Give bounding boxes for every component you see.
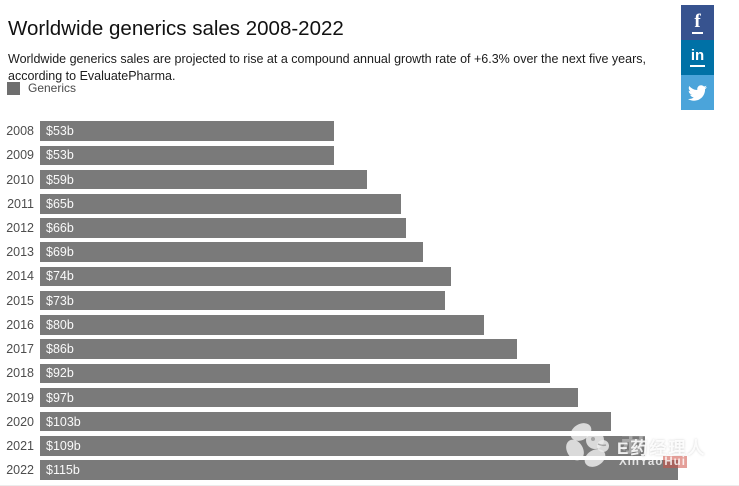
bar: $80b <box>40 315 484 335</box>
year-label: 2016 <box>6 317 34 332</box>
bar-value-label: $74b <box>46 269 74 284</box>
bar: $92b <box>40 363 550 384</box>
bar-value-label: $86b <box>46 342 74 357</box>
bar: $97b <box>40 387 578 408</box>
facebook-icon: f <box>692 10 703 34</box>
bar: $109b <box>40 436 645 456</box>
year-label: 2011 <box>7 196 34 211</box>
year-label: 2019 <box>6 390 34 405</box>
year-label: 2020 <box>6 414 34 429</box>
facebook-share-button[interactable]: f <box>681 5 714 40</box>
bar-value-label: $53b <box>46 148 74 163</box>
bar: $86b <box>40 339 517 359</box>
bar-value-label: $103b <box>46 414 81 429</box>
bar-value-label: $66b <box>46 220 74 235</box>
chart-row: 2015 $73b <box>0 289 739 313</box>
bar-value-label: $97b <box>46 390 74 405</box>
chart-row: 2013 $69b <box>0 240 739 264</box>
bar: $73b <box>40 290 445 311</box>
linkedin-icon: in <box>689 48 706 67</box>
bar: $65b <box>40 194 401 214</box>
bar-value-label: $69b <box>46 245 74 260</box>
chart-row: 2016 $80b <box>0 313 739 337</box>
bar-value-label: $109b <box>46 438 81 453</box>
bar-value-label: $65b <box>46 196 74 211</box>
bar: $115b <box>40 460 678 480</box>
year-label: 2008 <box>6 124 34 139</box>
year-label: 2013 <box>6 245 34 260</box>
chart-row: 2014 $74b <box>0 264 739 288</box>
social-share-column: f in <box>681 5 714 110</box>
bar-value-label: $80b <box>46 317 74 332</box>
bar-value-label: $59b <box>46 172 74 187</box>
page-subtitle: Worldwide generics sales are projected t… <box>8 51 646 84</box>
chart-row: 2022 $115b <box>0 458 739 482</box>
legend-label: Generics <box>28 81 77 95</box>
year-label: 2017 <box>6 342 34 357</box>
bar-value-label: $73b <box>46 293 74 308</box>
bar: $53b <box>40 145 334 166</box>
bar-value-label: $53b <box>46 124 74 139</box>
year-label: 2014 <box>6 269 34 284</box>
bar-value-label: $115b <box>46 463 80 478</box>
year-label: 2018 <box>6 366 34 381</box>
linkedin-share-button[interactable]: in <box>681 40 714 75</box>
bar: $103b <box>40 411 611 432</box>
chart-row: 2009 $53b <box>0 143 739 167</box>
bar: $74b <box>40 266 451 287</box>
year-label: 2010 <box>6 172 34 187</box>
chart-row: 2017 $86b <box>0 337 739 361</box>
chart-row: 2019 $97b <box>0 385 739 409</box>
year-label: 2009 <box>6 148 34 163</box>
bar-value-label: $92b <box>46 366 74 381</box>
chart-legend: Generics <box>7 81 76 95</box>
year-label: 2022 <box>6 463 34 478</box>
year-label: 2012 <box>6 220 34 235</box>
chart-row: 2011 $65b <box>0 192 739 216</box>
bar: $66b <box>40 218 406 238</box>
bar: $53b <box>40 121 334 141</box>
page-title: Worldwide generics sales 2008-2022 <box>8 16 344 40</box>
chart-row: 2020 $103b <box>0 410 739 434</box>
chart-row: 2012 $66b <box>0 216 739 240</box>
year-label: 2015 <box>6 293 34 308</box>
chart-row: 2021 $109b <box>0 434 739 458</box>
chart-row: 2018 $92b <box>0 361 739 385</box>
bar: $69b <box>40 242 423 262</box>
bar-chart: 2008 $53b 2009 $53b 2010 $59b 2011 $65b 2012 $66b… <box>0 119 739 482</box>
twitter-bird-icon <box>688 84 707 101</box>
twitter-share-button[interactable] <box>681 75 714 110</box>
bar: $59b <box>40 169 367 190</box>
chart-row: 2008 $53b <box>0 119 739 143</box>
year-label: 2021 <box>6 438 34 453</box>
chart-row: 2010 $59b <box>0 167 739 191</box>
legend-swatch-generics <box>7 81 20 95</box>
